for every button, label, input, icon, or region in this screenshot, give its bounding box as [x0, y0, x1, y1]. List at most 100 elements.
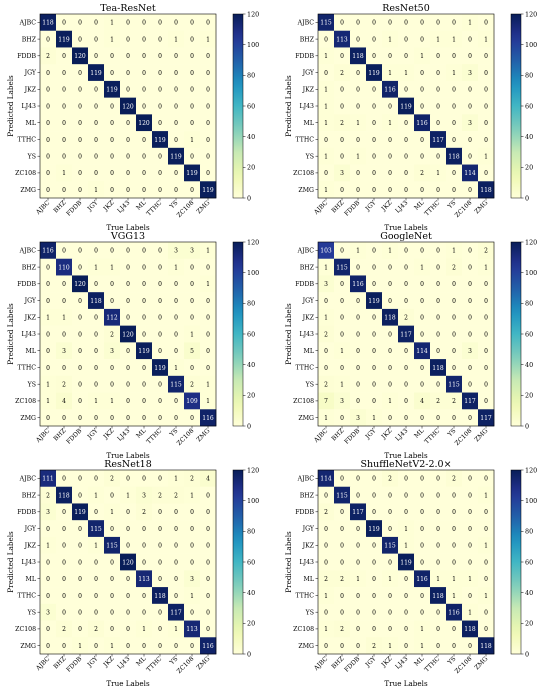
y-tick-label: JKZ	[302, 542, 315, 549]
cell-value: 1	[110, 643, 114, 650]
cell-value: 0	[158, 315, 162, 322]
cell-value: 0	[436, 264, 440, 271]
cell-value: 118	[432, 365, 444, 372]
cell-value: 0	[206, 543, 210, 550]
cell-value: 0	[452, 643, 456, 650]
cell-value: 0	[468, 381, 472, 388]
heatmap-cell	[350, 47, 367, 65]
heatmap-cell	[318, 164, 335, 182]
heatmap-cell	[40, 325, 57, 343]
cell-value: 0	[484, 576, 488, 583]
cell-value: 0	[94, 36, 98, 43]
heatmap-cell	[136, 242, 153, 260]
heatmap-cell	[478, 536, 495, 554]
heatmap-cell	[398, 258, 415, 276]
heatmap-cell	[72, 536, 89, 554]
cell-value: 0	[174, 53, 178, 60]
cell-value: 0	[404, 415, 408, 422]
cell-value: 0	[420, 492, 424, 499]
heatmap-cell	[430, 409, 447, 427]
heatmap-cell	[56, 181, 73, 199]
heatmap-cell	[366, 520, 383, 538]
x-tick-label: JKZ	[380, 427, 394, 441]
heatmap-cell	[462, 30, 479, 48]
x-tick-label: FDDB	[65, 199, 84, 218]
cell-value: 116	[416, 576, 428, 583]
heatmap-cell	[478, 637, 495, 655]
cell-value: 0	[356, 36, 360, 43]
cell-value: 0	[110, 153, 114, 160]
cell-value: 0	[340, 643, 344, 650]
heatmap-cell	[152, 359, 169, 377]
y-tick-label: BHZ	[22, 264, 37, 271]
cell-value: 0	[452, 415, 456, 422]
heatmap-cell	[366, 242, 383, 260]
heatmap-cell	[72, 553, 89, 571]
cell-value: 0	[484, 381, 488, 388]
heatmap-cell	[462, 587, 479, 605]
y-tick-label: ZC108	[293, 170, 314, 177]
cell-value: 1	[62, 315, 66, 322]
colorbar-tick-label: 0	[525, 650, 529, 658]
cell-value: 0	[62, 187, 66, 194]
heatmap-cell	[334, 258, 351, 276]
cell-value: 0	[420, 559, 424, 566]
x-axis-label: True Labels	[106, 679, 150, 688]
heatmap-cell	[334, 603, 351, 621]
heatmap-cell	[72, 503, 89, 521]
y-tick-label: ZC108	[15, 398, 36, 405]
y-tick-label: JGY	[24, 298, 37, 305]
cell-value: 0	[372, 264, 376, 271]
cell-value: 0	[142, 187, 146, 194]
cell-value: 0	[420, 593, 424, 600]
heatmap-cell	[136, 409, 153, 427]
heatmap-cell	[462, 292, 479, 310]
heatmap-cell	[318, 64, 335, 82]
y-tick-label: FDDB	[17, 509, 36, 516]
x-tick-label: FDDB	[65, 655, 84, 674]
cell-value: 0	[206, 509, 210, 516]
heatmap-cell	[72, 470, 89, 488]
cell-value: 0	[190, 415, 194, 422]
heatmap-cell	[398, 242, 415, 260]
x-tick-label: ZC108	[454, 199, 474, 219]
cell-value: 118	[448, 153, 460, 160]
cell-value: 1	[324, 593, 328, 600]
heatmap-cell	[462, 308, 479, 326]
y-tick-label: LJ43	[300, 331, 315, 338]
heatmap-cell	[152, 14, 169, 32]
cell-value: 117	[464, 398, 476, 405]
heatmap-cell	[152, 147, 169, 165]
heatmap-cell	[334, 325, 351, 343]
cell-value: 0	[46, 36, 50, 43]
heatmap-cell	[398, 486, 415, 504]
heatmap-cell	[200, 325, 217, 343]
cell-value: 0	[62, 559, 66, 566]
cell-value: 0	[174, 543, 178, 550]
heatmap-cell	[446, 164, 463, 182]
cell-value: 1	[126, 492, 130, 499]
cell-value: 0	[356, 103, 360, 110]
heatmap-cell	[168, 30, 185, 48]
heatmap-cell	[462, 325, 479, 343]
heatmap-cell	[318, 242, 335, 260]
heatmap-cell	[446, 292, 463, 310]
heatmap-cell	[120, 587, 137, 605]
cell-value: 0	[126, 526, 130, 533]
heatmap-cell	[184, 587, 201, 605]
cell-value: 0	[174, 20, 178, 27]
heatmap-cell	[334, 97, 351, 115]
cell-value: 0	[142, 36, 146, 43]
cell-value: 0	[110, 137, 114, 144]
cell-value: 116	[352, 281, 364, 288]
cell-value: 117	[170, 609, 182, 616]
cell-value: 0	[62, 53, 66, 60]
heatmap-cell	[152, 409, 169, 427]
cell-value: 3	[174, 248, 178, 255]
cell-value: 0	[484, 20, 488, 27]
heatmap-cell	[414, 258, 431, 276]
heatmap-cell	[56, 553, 73, 571]
cell-value: 0	[420, 381, 424, 388]
heatmap-cell	[382, 258, 399, 276]
cell-value: 0	[206, 365, 210, 372]
